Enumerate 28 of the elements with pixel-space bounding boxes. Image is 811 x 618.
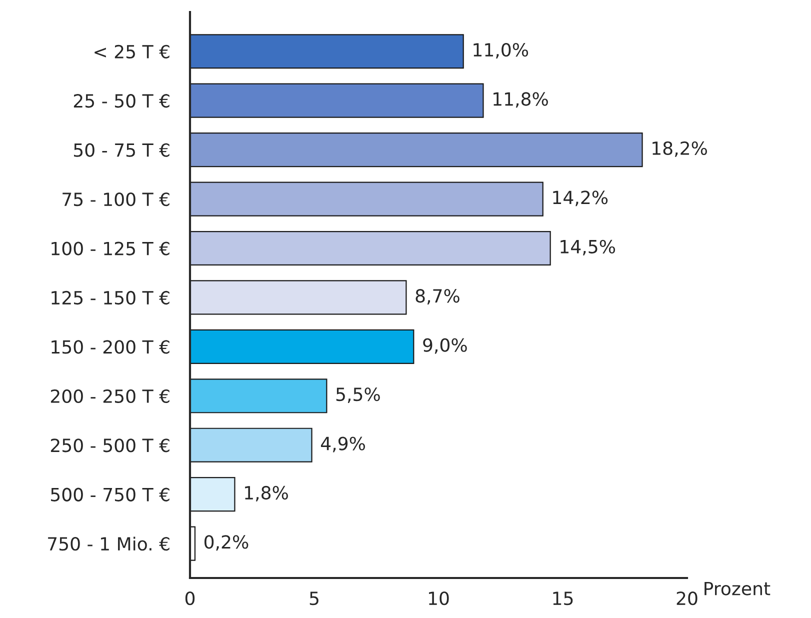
y-tick-label: 750 - 1 Mio. € xyxy=(48,536,170,551)
data-label: 1,8% xyxy=(245,486,288,502)
y-tick-label: 50 - 75 T € xyxy=(74,143,170,157)
y-tick-label: 25 - 50 T € xyxy=(74,94,170,108)
y-tick-label: 100 - 125 T € xyxy=(52,242,170,256)
x-tick-label: 15 xyxy=(553,592,573,606)
data-label: 8,7% xyxy=(416,289,460,305)
data-label: 9,0% xyxy=(423,338,467,354)
x-tick-label: 0 xyxy=(185,592,195,606)
x-tick-label: 20 xyxy=(676,592,698,606)
data-label: 11,0% xyxy=(474,42,528,58)
y-tick-label: < 25 T € xyxy=(94,44,170,58)
y-tick-label: 150 - 200 T € xyxy=(52,340,170,354)
y-tick-label: 250 - 500 T € xyxy=(50,438,170,452)
data-label: 18,2% xyxy=(652,141,707,157)
data-label: 11,8% xyxy=(494,92,548,108)
y-tick-label: 500 - 750 T € xyxy=(51,488,170,502)
x-axis-title: Prozent xyxy=(704,582,770,596)
y-tick-label: 200 - 250 T € xyxy=(50,389,170,404)
data-label: 4,9% xyxy=(320,436,365,452)
data-label: 0,2% xyxy=(204,535,248,551)
data-label: 14,5% xyxy=(560,240,616,256)
data-label: 14,2% xyxy=(553,190,608,206)
x-tick-label: 10 xyxy=(428,592,449,606)
y-tick-label: 75 - 100 T € xyxy=(62,192,170,206)
data-label: 5,5% xyxy=(336,387,380,403)
y-tick-label: 125 - 150 T € xyxy=(52,290,170,305)
x-tick-label: 5 xyxy=(310,592,318,606)
